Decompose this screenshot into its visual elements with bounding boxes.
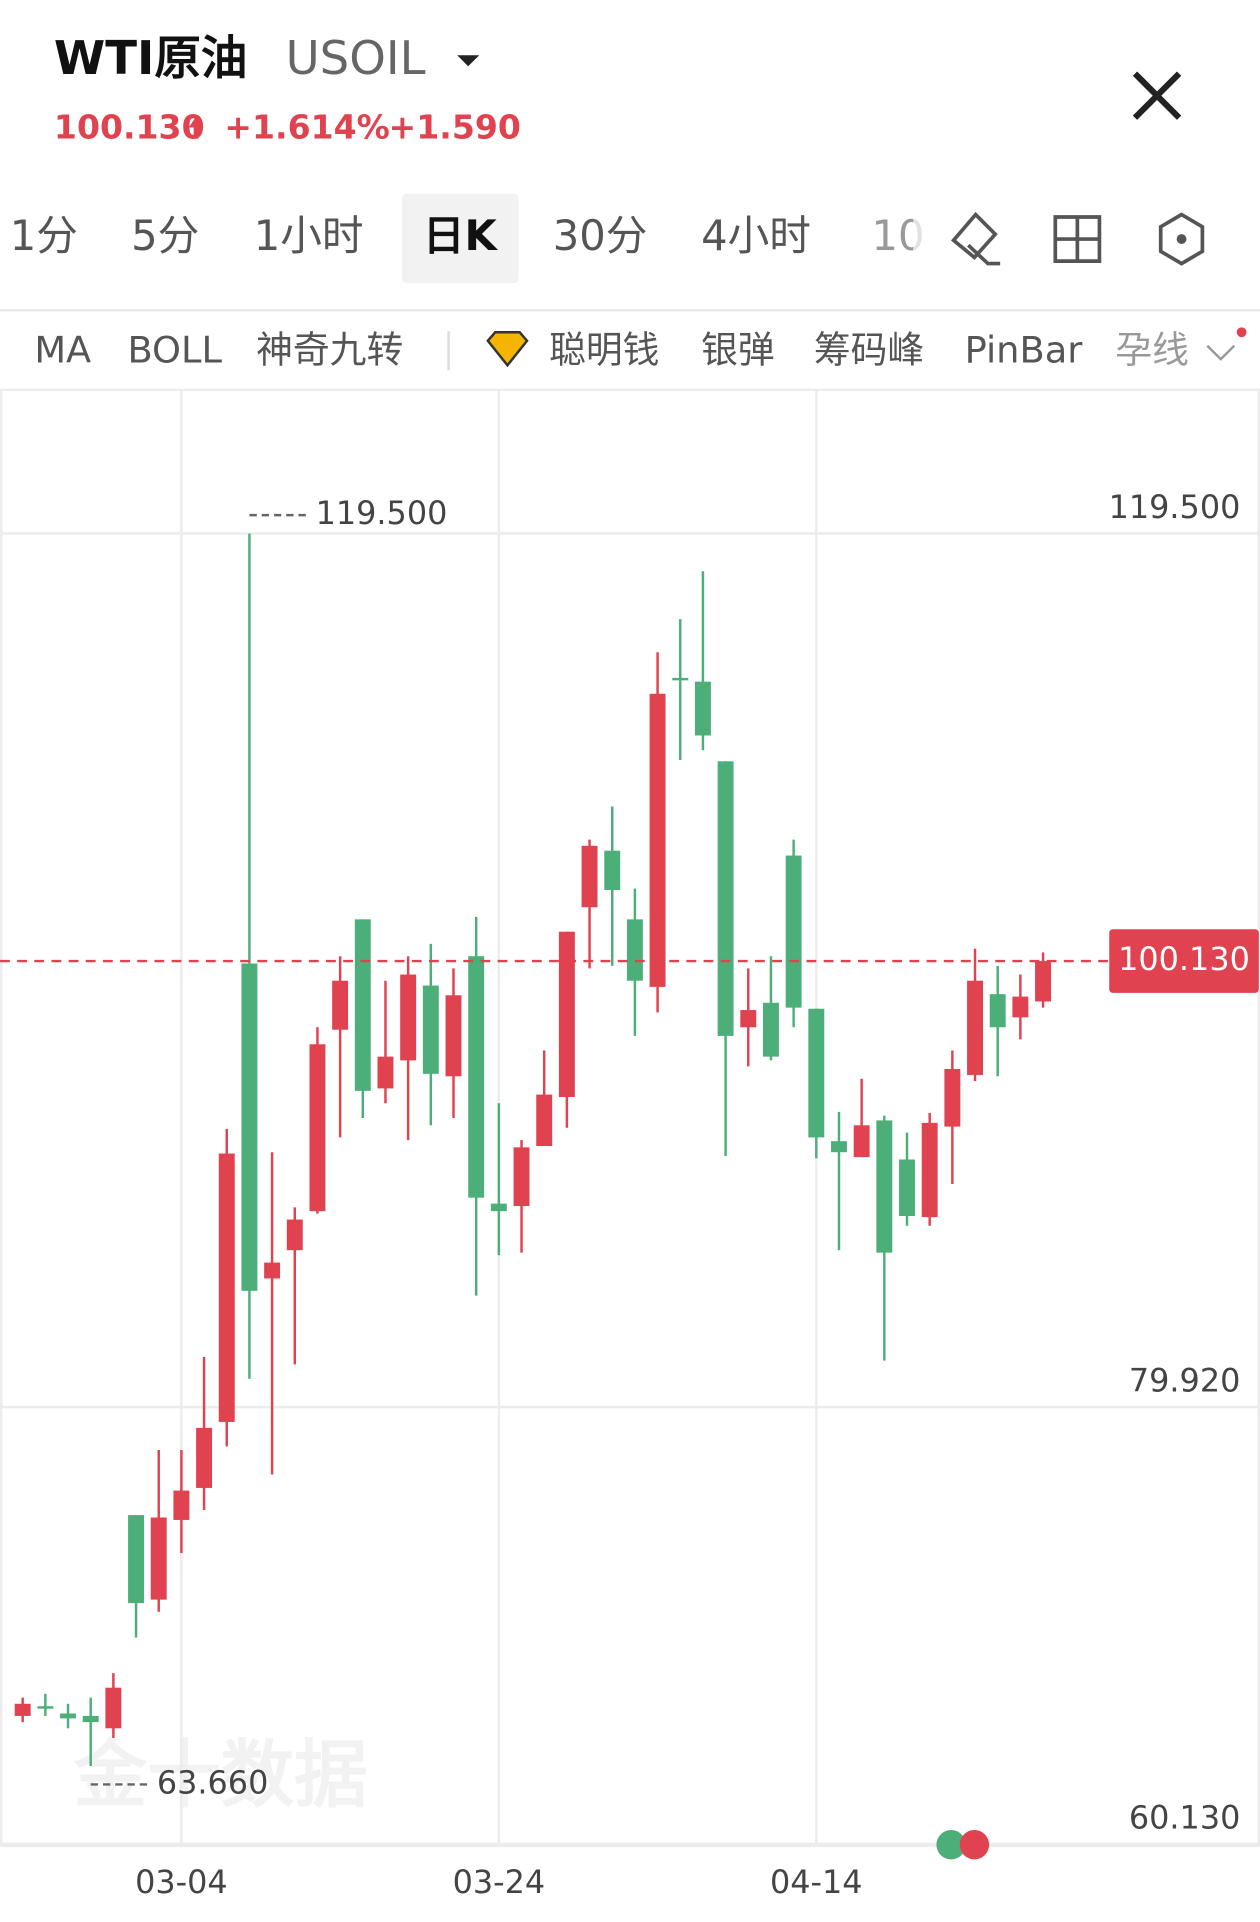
tab[interactable]: 30分 xyxy=(553,211,648,260)
x-tick-label: 03-04 xyxy=(135,1863,228,1901)
last-price: 100.130 xyxy=(54,107,205,146)
toggle-icon-green[interactable] xyxy=(936,1830,966,1860)
close-button[interactable] xyxy=(1132,71,1182,120)
candle-body xyxy=(921,1122,938,1218)
candle-body xyxy=(309,1044,326,1212)
indicator[interactable]: 孕线 xyxy=(1115,328,1189,371)
candle-body xyxy=(400,974,417,1061)
tab[interactable]: 4小时 xyxy=(701,211,811,260)
change-percent: +1.614% xyxy=(224,107,389,146)
candle-body xyxy=(536,1094,553,1147)
candle-body xyxy=(604,850,621,890)
indicator[interactable]: 神奇九转 xyxy=(256,328,403,371)
settings-icon[interactable] xyxy=(1158,212,1205,266)
y-tick-label: 79.920 xyxy=(1129,1362,1240,1400)
candle-body xyxy=(128,1515,145,1604)
candle-body xyxy=(445,995,462,1077)
candle-body xyxy=(989,994,1006,1028)
symbol-selector[interactable]: USOIL xyxy=(286,31,426,85)
tab[interactable]: 5分 xyxy=(131,211,199,260)
x-tick-label: 04-14 xyxy=(770,1863,863,1901)
candle-body xyxy=(82,1715,99,1723)
tab-fade xyxy=(913,196,950,282)
candle-body xyxy=(1035,961,1052,1002)
candle-body xyxy=(60,1713,76,1719)
candle-body xyxy=(831,1141,847,1153)
candle-body xyxy=(785,855,802,1008)
candle-body xyxy=(1012,996,1029,1018)
notification-dot xyxy=(1236,327,1247,338)
drawing-tool-icon[interactable] xyxy=(950,211,1001,266)
premium-icon xyxy=(486,331,529,368)
up-arrow-icon xyxy=(188,116,204,139)
candle-body xyxy=(354,919,371,1091)
candle-body xyxy=(513,1147,530,1207)
dropdown-arrow[interactable] xyxy=(457,55,480,67)
x-tick-label: 03-24 xyxy=(453,1863,546,1901)
candle-body xyxy=(468,956,485,1198)
candle-body xyxy=(264,1262,281,1279)
candle-body xyxy=(899,1159,915,1216)
candle-body xyxy=(241,963,258,1291)
high-label: 119.500 xyxy=(316,494,448,532)
candle-body xyxy=(762,1002,779,1057)
layout-icon[interactable] xyxy=(1053,215,1102,263)
y-tick-label: 119.500 xyxy=(1109,488,1241,526)
candle-body xyxy=(672,677,689,681)
price-tag xyxy=(1109,929,1259,993)
candle-body xyxy=(853,1125,870,1158)
candle-body xyxy=(490,1203,507,1212)
candle-body xyxy=(218,1153,235,1422)
candle-body xyxy=(740,1010,757,1028)
candle-body xyxy=(808,1008,825,1138)
settings-icon-dot xyxy=(1176,234,1187,244)
tab[interactable]: 1小时 xyxy=(254,211,364,260)
candle-body xyxy=(196,1427,213,1488)
indicator[interactable]: MA xyxy=(34,328,91,371)
candle-body xyxy=(150,1517,167,1600)
candle-body xyxy=(377,1056,394,1089)
indicator[interactable]: PinBar xyxy=(965,328,1084,371)
instrument-title: WTI原油 xyxy=(54,31,248,85)
candle-body xyxy=(37,1706,54,1709)
change-value: +1.590 xyxy=(389,107,521,146)
candle-body xyxy=(332,980,349,1030)
watermark: 金十数据 xyxy=(74,1733,368,1818)
candle-body xyxy=(967,980,983,1075)
candle-body xyxy=(649,693,666,987)
candle-body xyxy=(173,1490,190,1520)
y-tick-label: 60.130 xyxy=(1129,1798,1240,1836)
candle-body xyxy=(626,919,643,981)
candle-body xyxy=(286,1219,303,1251)
candle-body xyxy=(876,1120,893,1253)
active-tab-background xyxy=(402,193,519,284)
indicator[interactable]: BOLL xyxy=(127,328,222,371)
indicator[interactable]: 筹码峰 xyxy=(814,328,924,371)
tab[interactable]: 1分 xyxy=(10,211,78,260)
indicator[interactable]: 银弹 xyxy=(701,328,775,371)
candle-body xyxy=(558,931,575,1098)
candle-body xyxy=(422,985,439,1074)
candle-body xyxy=(105,1687,122,1729)
expand-chevron[interactable] xyxy=(1206,344,1236,361)
plot: 119.500 79.920 60.130 03-04 03-24 04-14 100.13… xyxy=(0,389,1260,1901)
indicator[interactable]: 聪明钱 xyxy=(549,328,659,371)
chart-frame xyxy=(0,388,1260,1848)
candle-body xyxy=(581,845,598,908)
candle-body xyxy=(717,761,734,1036)
toggle-icon-red[interactable] xyxy=(959,1830,990,1860)
tab-active[interactable]: 日K xyxy=(423,211,499,260)
low-label: 63.660 xyxy=(157,1763,268,1801)
candle-body xyxy=(944,1068,961,1127)
candle-body xyxy=(14,1703,31,1716)
candle-body xyxy=(694,681,711,736)
price-tag-label: 100.130 xyxy=(1118,940,1250,978)
